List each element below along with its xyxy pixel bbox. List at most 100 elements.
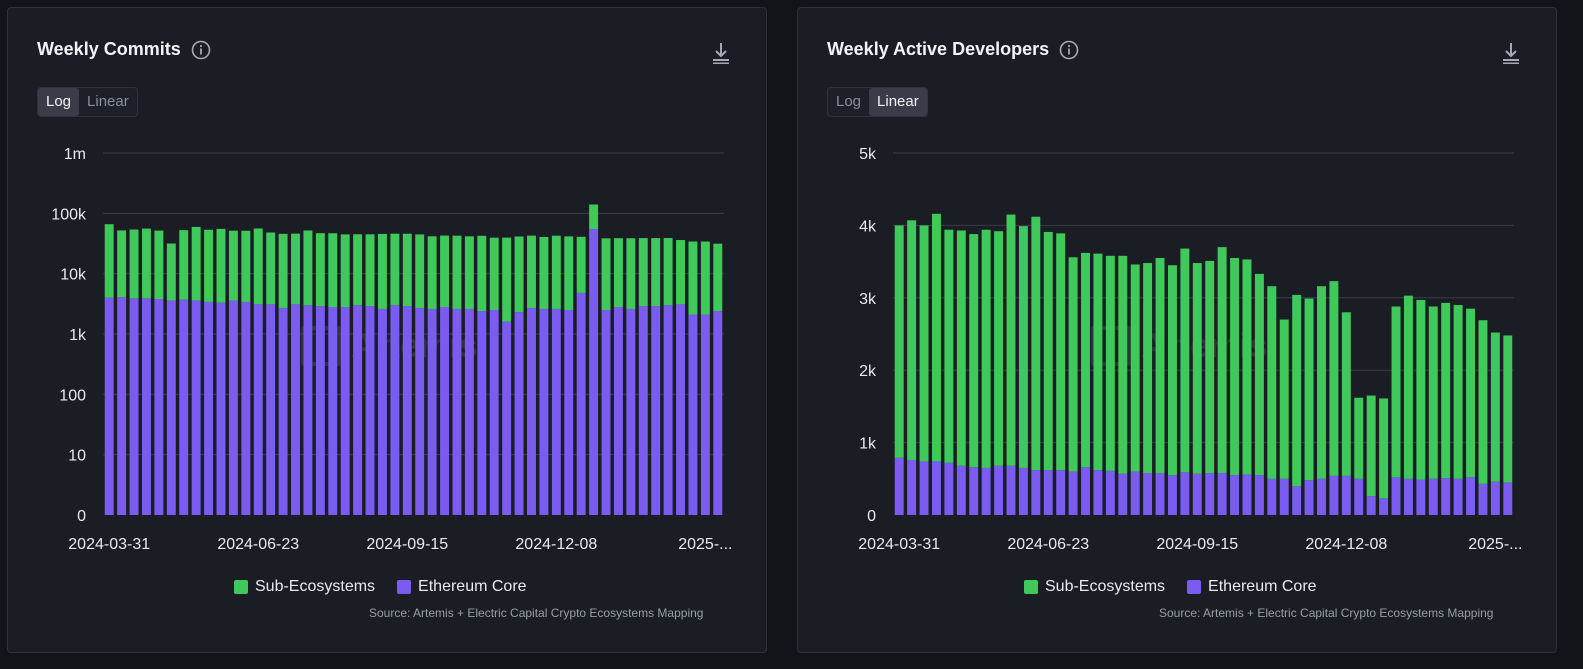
bar-sub-ecosystems [994, 231, 1004, 466]
bar-sub-ecosystems [1478, 320, 1488, 484]
bar-ethereum-core [576, 292, 586, 515]
bar-sub-ecosystems [1018, 226, 1028, 468]
bar-sub-ecosystems [613, 238, 623, 308]
bar-ethereum-core [1018, 467, 1028, 515]
bar-ethereum-core [117, 297, 127, 515]
bar-sub-ecosystems [589, 204, 599, 229]
bar-ethereum-core [1230, 475, 1240, 515]
bar-sub-ecosystems [266, 232, 276, 305]
log-toggle-button[interactable]: Log [836, 93, 862, 110]
x-tick-label: 2025-... [678, 536, 732, 553]
log-toggle-button[interactable]: Log [38, 88, 80, 116]
bar-sub-ecosystems [1341, 312, 1351, 476]
bar-ethereum-core [141, 298, 151, 515]
bar-sub-ecosystems [328, 233, 338, 308]
bar-sub-ecosystems [663, 238, 673, 306]
legend-swatch [234, 580, 248, 594]
bar-ethereum-core [589, 228, 599, 515]
bar-ethereum-core [1317, 478, 1326, 515]
bar-ethereum-core [1105, 470, 1115, 515]
bar-ethereum-core [944, 462, 954, 515]
bar-sub-ecosystems [1205, 260, 1215, 474]
bar-ethereum-core [1478, 483, 1488, 515]
bar-ethereum-core [440, 307, 450, 515]
bar-sub-ecosystems [1317, 286, 1326, 479]
x-tick-label: 2024-12-08 [1305, 536, 1387, 553]
bar-ethereum-core [452, 308, 462, 515]
bar-sub-ecosystems [1118, 255, 1128, 474]
bar-ethereum-core [1403, 478, 1413, 515]
bar-ethereum-core [981, 467, 991, 515]
bar-sub-ecosystems [1428, 306, 1438, 479]
bar-sub-ecosystems [452, 235, 462, 309]
source-note: Source: Artemis + Electric Capital Crypt… [1159, 606, 1494, 620]
download-icon[interactable] [1500, 41, 1522, 65]
bar-ethereum-core [489, 309, 499, 515]
bar-ethereum-core [1130, 471, 1140, 515]
linear-toggle-button[interactable]: Linear [869, 88, 927, 116]
bar-ethereum-core [166, 300, 176, 515]
bar-ethereum-core [1441, 478, 1451, 515]
bar-sub-ecosystems [390, 233, 400, 306]
bar-ethereum-core [713, 311, 723, 515]
bar-ethereum-core [340, 307, 350, 515]
bar-sub-ecosystems [626, 238, 636, 309]
bar-sub-ecosystems [166, 243, 176, 301]
bar-ethereum-core [1006, 465, 1016, 515]
bar-sub-ecosystems [477, 235, 487, 312]
bar-ethereum-core [1304, 480, 1314, 515]
bar-ethereum-core [907, 459, 917, 515]
bar-ethereum-core [1143, 473, 1153, 515]
bar-sub-ecosystems [204, 229, 214, 302]
x-tick-label: 2024-12-08 [515, 536, 597, 553]
bar-ethereum-core [626, 308, 636, 515]
bar-sub-ecosystems [253, 228, 263, 305]
bar-sub-ecosystems [1143, 263, 1153, 474]
info-icon[interactable] [1059, 40, 1079, 60]
legend-item-sub-ecosystems[interactable]: Sub-Ecosystems [1024, 578, 1165, 596]
y-tick-label: 1m [64, 146, 86, 163]
bar-ethereum-core [514, 312, 524, 515]
bar-ethereum-core [1217, 473, 1227, 515]
bar-ethereum-core [1503, 482, 1513, 515]
bar-sub-ecosystems [1453, 305, 1463, 479]
legend-item-ethereum-core[interactable]: Ethereum Core [1187, 578, 1317, 596]
bar-sub-ecosystems [551, 235, 561, 309]
bar-ethereum-core [365, 306, 375, 515]
bar-ethereum-core [663, 305, 673, 515]
download-icon[interactable] [710, 41, 732, 65]
bar-ethereum-core [676, 304, 686, 515]
weekly-active-developers-panel: Weekly Active Developers Log Linear Arte… [797, 7, 1557, 653]
bar-sub-ecosystems [1329, 281, 1339, 476]
title-row: Weekly Active Developers [827, 39, 1079, 60]
bar-sub-ecosystems [1366, 395, 1376, 497]
y-tick-label: 100 [59, 387, 86, 404]
bar-sub-ecosystems [919, 225, 929, 462]
info-icon[interactable] [191, 40, 211, 60]
chart-title: Weekly Active Developers [827, 39, 1050, 59]
bar-ethereum-core [191, 300, 201, 515]
x-tick-label: 2024-09-15 [1156, 536, 1238, 553]
bar-sub-ecosystems [502, 237, 512, 322]
x-tick-label: 2025-... [1468, 536, 1522, 553]
legend-item-ethereum-core[interactable]: Ethereum Core [397, 578, 527, 596]
y-tick-label: 5k [859, 146, 877, 163]
bar-sub-ecosystems [676, 240, 686, 305]
title-row: Weekly Commits [37, 39, 211, 60]
x-tick-label: 2024-09-15 [366, 536, 448, 553]
bar-ethereum-core [1254, 475, 1264, 515]
legend: Sub-Ecosystems Ethereum Core [234, 578, 549, 596]
bar-ethereum-core [154, 299, 164, 515]
bar-ethereum-core [969, 467, 979, 515]
bar-ethereum-core [1366, 496, 1376, 515]
bar-ethereum-core [216, 302, 226, 515]
bar-sub-ecosystems [1093, 253, 1103, 471]
bar-sub-ecosystems [241, 230, 251, 302]
bar-ethereum-core [1391, 477, 1401, 515]
bar-sub-ecosystems [1105, 255, 1115, 471]
linear-toggle-button[interactable]: Linear [87, 93, 129, 110]
legend-item-sub-ecosystems[interactable]: Sub-Ecosystems [234, 578, 375, 596]
bar-sub-ecosystems [564, 236, 574, 310]
bar-sub-ecosystems [191, 226, 201, 301]
bar-sub-ecosystems [117, 230, 127, 298]
